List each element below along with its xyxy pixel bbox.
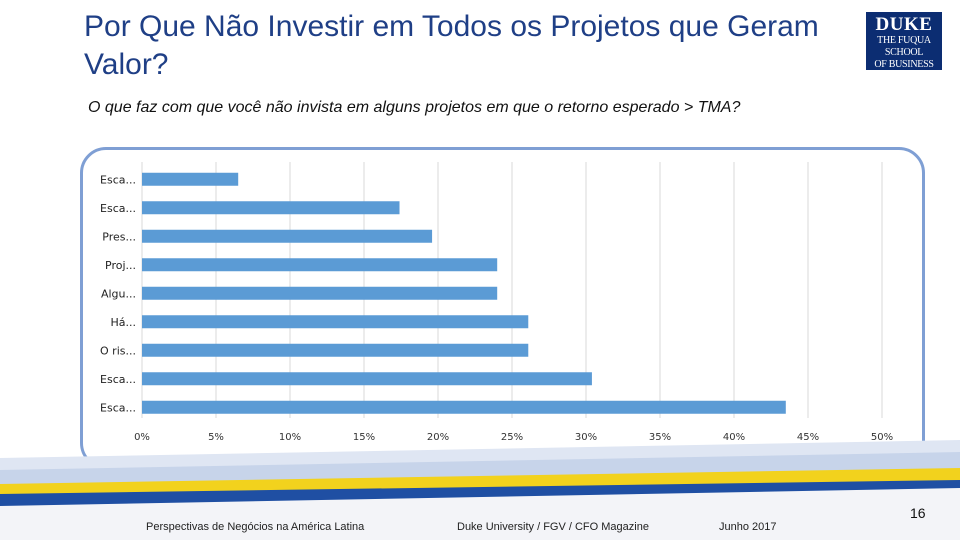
- bar: [142, 286, 498, 300]
- x-tick-label: 25%: [501, 432, 523, 443]
- band-base: [0, 488, 960, 540]
- category-label: Esca...: [100, 202, 136, 215]
- slide-subtitle: O que faz com que você não invista em al…: [88, 99, 741, 116]
- logo-line-3: SCHOOL: [884, 47, 924, 58]
- decorative-footer-band: [0, 440, 960, 540]
- category-label: Esca...: [100, 373, 136, 386]
- category-label: Pres...: [102, 230, 136, 243]
- footer-event-name: Perspectivas de Negócios na América Lati…: [146, 521, 365, 533]
- category-label: Esca...: [100, 401, 136, 414]
- x-tick-label: 40%: [723, 432, 745, 443]
- bar: [142, 258, 498, 272]
- x-tick-label: 30%: [575, 432, 597, 443]
- chart-frame: [80, 147, 925, 469]
- slide-title: Por Que Não Investir em Todos os Projeto…: [84, 10, 819, 81]
- x-tick-label: 45%: [797, 432, 819, 443]
- x-tick-label: 10%: [279, 432, 301, 443]
- page-number: 16: [910, 505, 926, 521]
- category-label: O ris...: [100, 344, 136, 357]
- duke-fuqua-logo: DUKE THE FUQUA SCHOOL OF BUSINESS: [866, 12, 942, 70]
- bar: [142, 229, 433, 243]
- x-tick-label: 35%: [649, 432, 671, 443]
- x-tick-label: 50%: [871, 432, 893, 443]
- category-label: Há...: [110, 316, 136, 329]
- category-label: Esca...: [100, 173, 136, 186]
- x-tick-label: 0%: [134, 432, 150, 443]
- category-label: Proj...: [105, 259, 136, 272]
- bar: [142, 343, 529, 357]
- logo-line-4: OF BUSINESS: [874, 59, 934, 70]
- logo-line-2: THE FUQUA: [877, 35, 931, 46]
- x-tick-label: 5%: [208, 432, 224, 443]
- bar: [142, 315, 529, 329]
- bar: [142, 400, 786, 414]
- footer-date: Junho 2017: [719, 521, 777, 533]
- footer-sources: Duke University / FGV / CFO Magazine: [457, 521, 649, 533]
- category-label: Algu...: [101, 287, 136, 300]
- bar: [142, 372, 592, 386]
- bar: [142, 172, 239, 186]
- logo-line-1: DUKE: [875, 14, 933, 35]
- x-tick-label: 15%: [353, 432, 375, 443]
- bar: [142, 201, 400, 215]
- x-tick-label: 20%: [427, 432, 449, 443]
